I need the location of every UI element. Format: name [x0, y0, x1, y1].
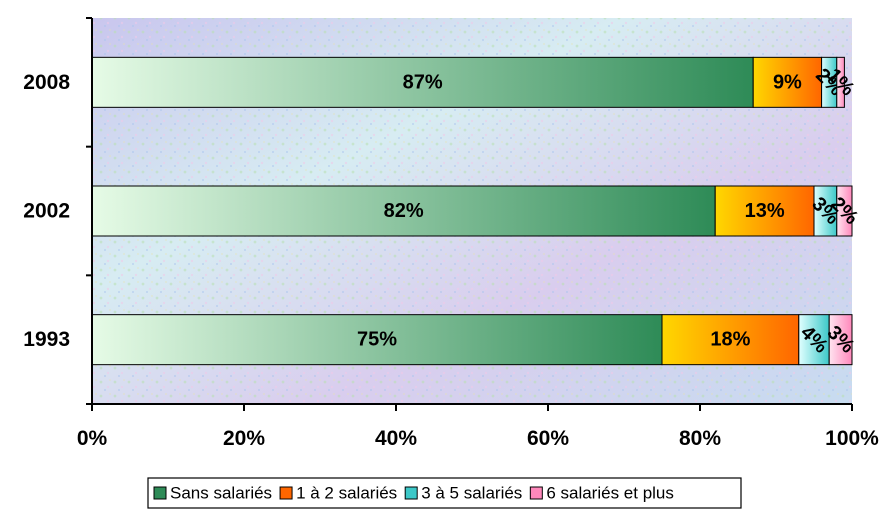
legend-item-label: 6 salariés et plus	[546, 484, 674, 503]
legend-item-label: Sans salariés	[170, 484, 272, 503]
bar-data-label: 87%	[403, 71, 443, 93]
legend-swatch	[279, 486, 293, 500]
bar-segment-2008-1	[91, 56, 754, 108]
category-label: 2008	[23, 71, 70, 94]
x-tick-label: 80%	[679, 427, 721, 450]
x-tick-label: 0%	[77, 427, 108, 450]
legend-item-label: 1 à 2 salariés	[296, 484, 397, 503]
x-tick-label: 40%	[375, 427, 417, 450]
legend-swatch	[529, 486, 543, 500]
axes-group: 2008 2002 1993 0% 20% 40% 60% 80% 100%	[23, 17, 879, 450]
bar-segment-2002-4	[836, 185, 853, 237]
bar-data-label: 82%	[384, 200, 424, 222]
legend-box	[147, 477, 742, 509]
bar-data-label: 18%	[710, 329, 750, 351]
bar-segment-2008-4	[836, 56, 845, 108]
bar-data-label: 75%	[357, 329, 397, 351]
category-label: 2002	[23, 200, 70, 223]
bar-segment-1993-4	[828, 314, 853, 366]
legend-item-label: 3 à 5 salariés	[421, 484, 522, 503]
bars-group: 87% 9% 2%1%82% 13% 3%2%75% 18% 4%3%	[91, 56, 863, 366]
x-tick-label: 60%	[527, 427, 569, 450]
x-tick-label: 100%	[825, 427, 879, 450]
legend-swatch	[404, 486, 418, 500]
legend-swatch	[153, 486, 167, 500]
legend: Sans salariés 1 à 2 salariés 3 à 5 salarié…	[147, 477, 742, 509]
bar-data-label: 9%	[773, 71, 802, 93]
bar-segment-2002-2	[714, 185, 815, 237]
x-tick-label: 20%	[223, 427, 265, 450]
bar-segment-1993-2	[661, 314, 800, 366]
category-label: 1993	[23, 328, 70, 351]
bar-data-label: 13%	[745, 200, 785, 222]
